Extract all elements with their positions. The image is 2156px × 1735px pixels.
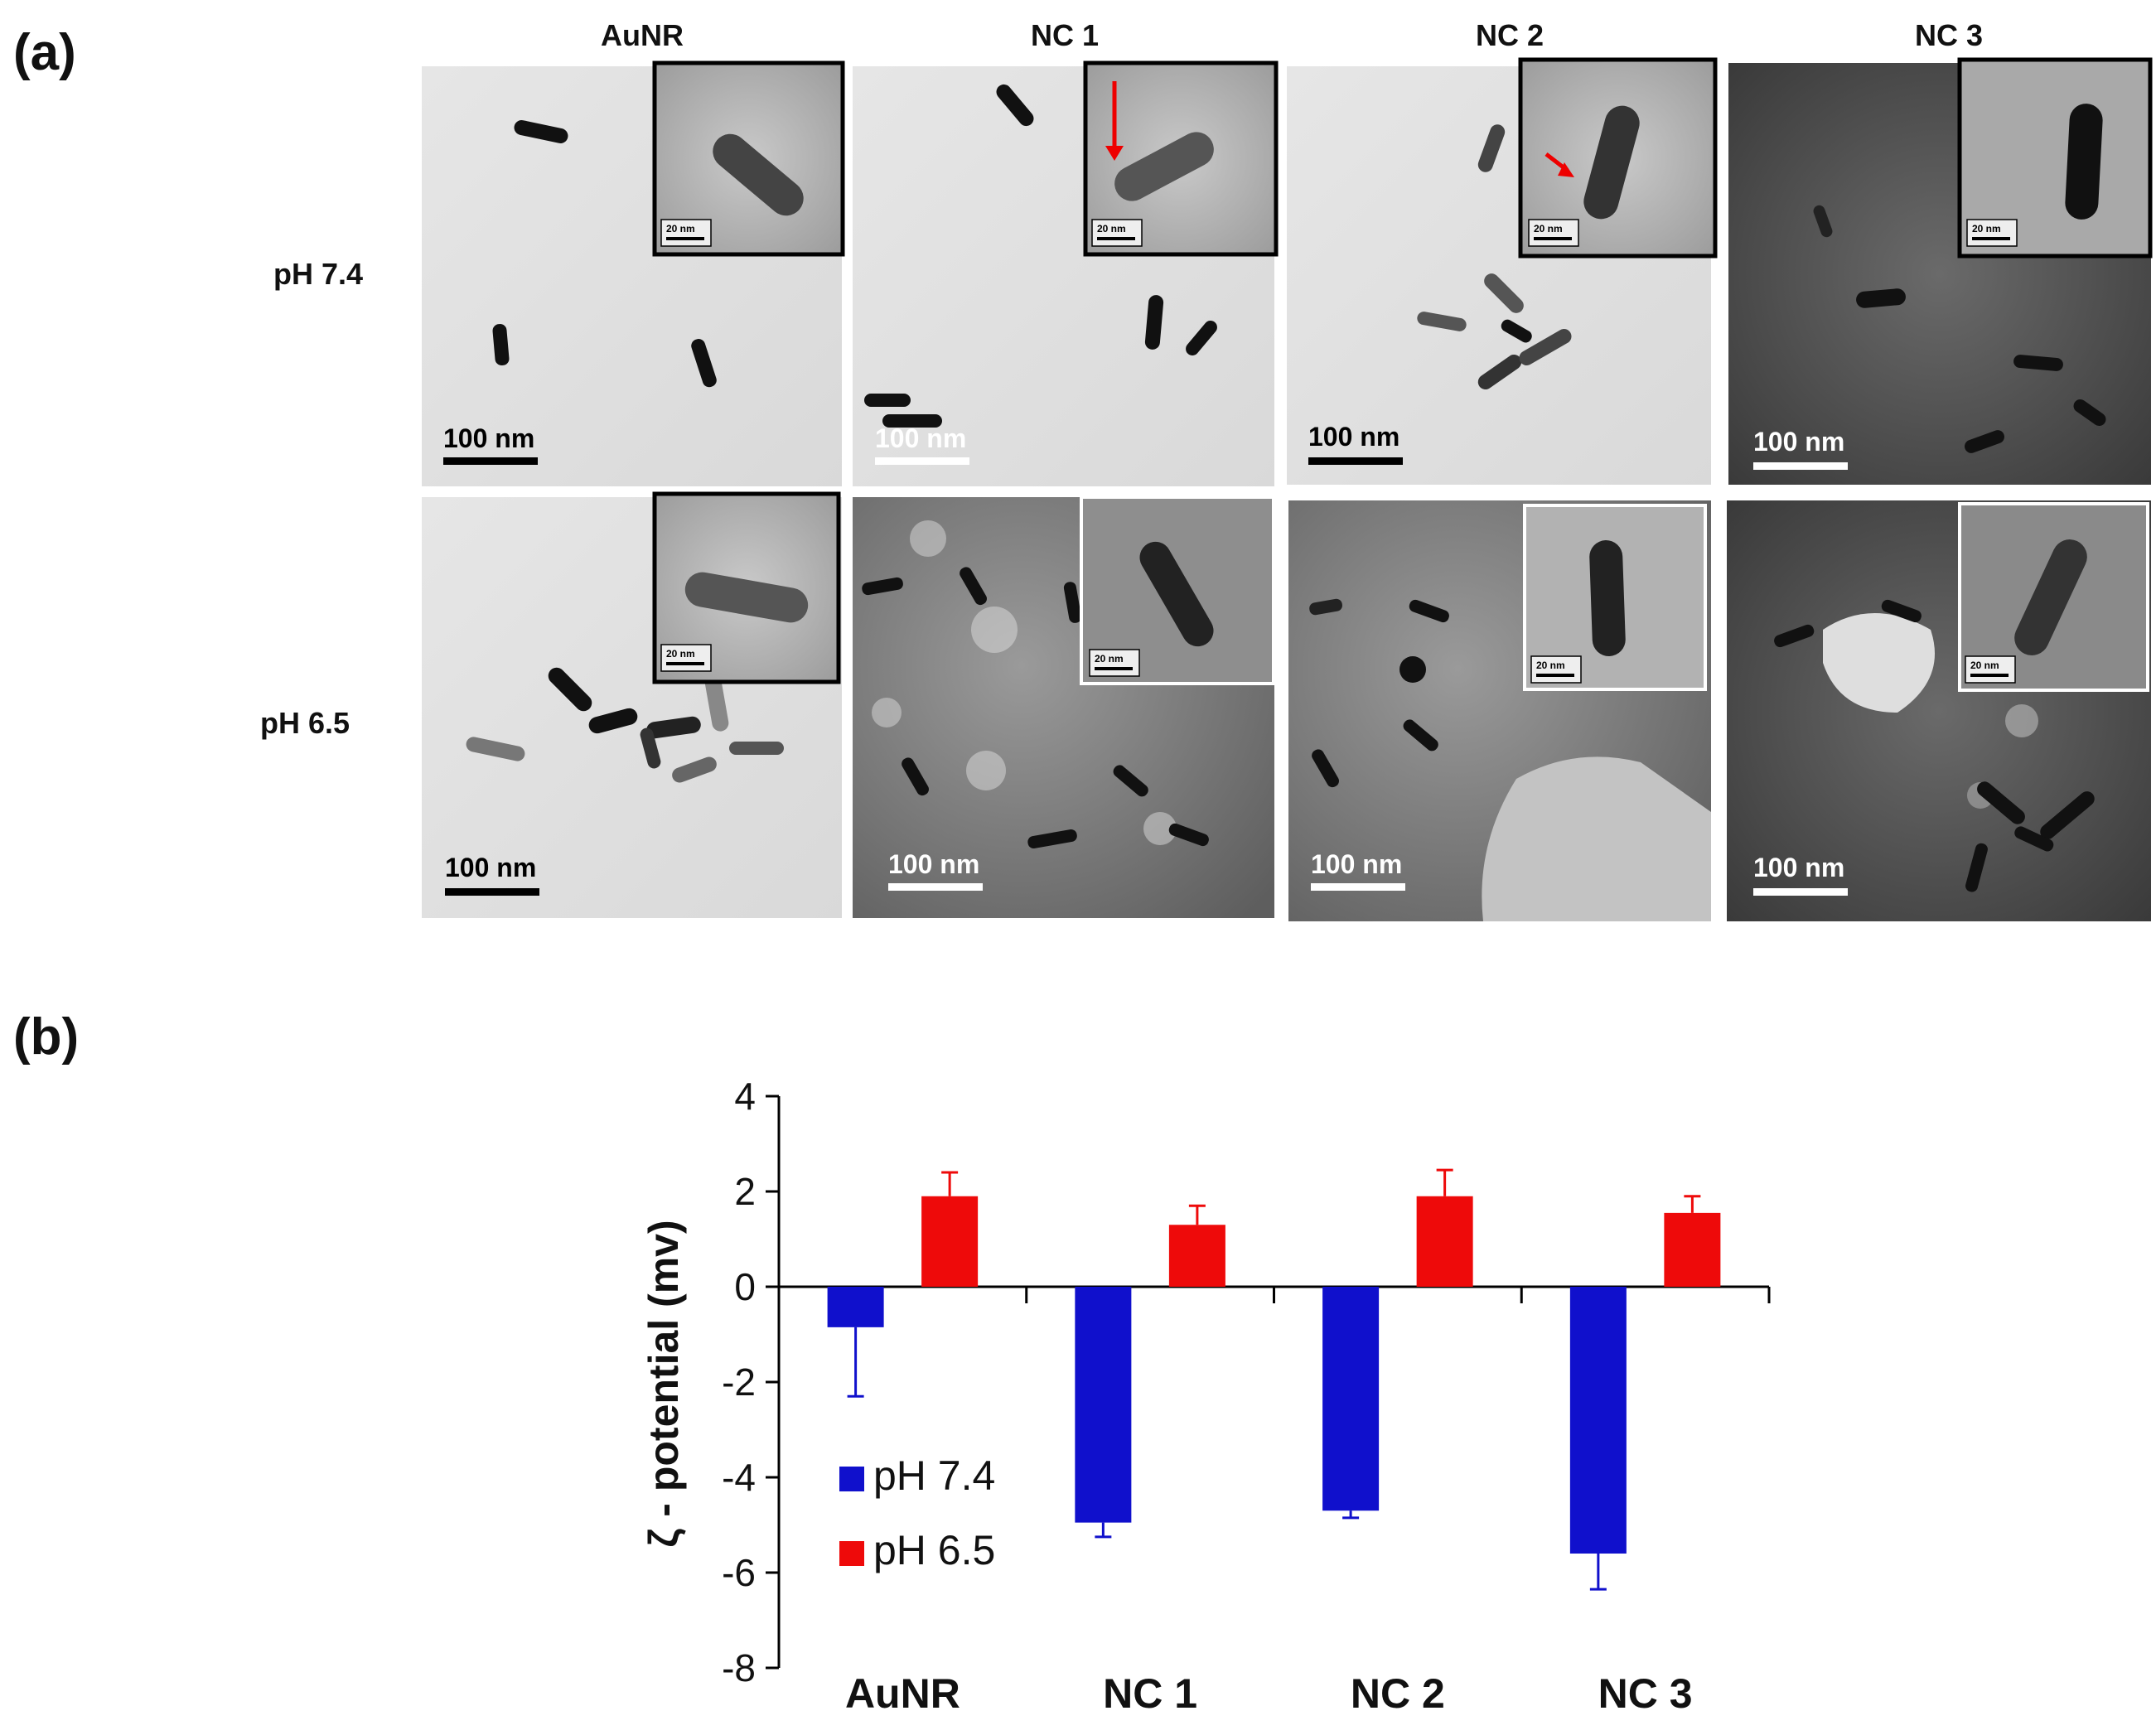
svg-text:100 nm: 100 nm [888, 849, 979, 879]
scale-bar-nc2-ph65: 100 nm [1311, 849, 1405, 891]
y-tick-label: -4 [722, 1456, 756, 1499]
scale-bar-nc3-ph74: 100 nm [1753, 427, 1848, 470]
svg-text:20 nm: 20 nm [1970, 660, 1999, 671]
svg-text:100 nm: 100 nm [1753, 853, 1844, 882]
bar-pH65-0 [921, 1196, 979, 1287]
svg-text:100 nm: 100 nm [445, 853, 536, 882]
bar-pH74-3 [1569, 1287, 1627, 1554]
svg-text:100 nm: 100 nm [1753, 427, 1844, 457]
legend-label: pH 7.4 [873, 1452, 995, 1499]
svg-text:20 nm: 20 nm [1972, 223, 2001, 234]
y-tick-label: 2 [734, 1170, 756, 1213]
legend-swatch [839, 1541, 864, 1566]
svg-text:20 nm: 20 nm [666, 223, 695, 234]
bar-pH74-1 [1075, 1287, 1132, 1523]
panel-a-label: (a) [13, 24, 76, 81]
svg-text:20 nm: 20 nm [1095, 653, 1124, 665]
svg-text:100 nm: 100 nm [875, 423, 966, 453]
panel-b-label: (b) [13, 1008, 80, 1066]
y-axis-label: ζ - potential (mv) [641, 1220, 687, 1547]
tem-nc1-ph65 [853, 495, 1275, 918]
column-label-nc1: NC 1 [1030, 18, 1100, 52]
y-tick-label: -2 [722, 1360, 756, 1404]
svg-text:20 nm: 20 nm [666, 648, 695, 660]
tem-nc2-ph65 [1288, 500, 1711, 921]
scale-bar-nc1-ph74: 100 nm [875, 423, 969, 465]
tem-aunr-ph74 [422, 60, 845, 486]
bar-pH65-3 [1664, 1212, 1721, 1287]
y-tick-label: 0 [734, 1265, 756, 1308]
inset-scale-bars: 20 nm 20 nm 20 nm 20 nm 20 nm 20 nm 20 n… [660, 219, 2018, 684]
column-label-nc3: NC 3 [1914, 18, 1984, 52]
scale-bar-aunr-ph74: 100 nm [443, 423, 538, 465]
bar-pH65-1 [1168, 1225, 1225, 1287]
svg-text:20 nm: 20 nm [1534, 223, 1563, 234]
bar-pH74-0 [827, 1287, 884, 1327]
scale-bar-nc3-ph65: 100 nm [1753, 853, 1848, 896]
scale-bar-nc2-ph74: 100 nm [1308, 422, 1403, 465]
column-label-aunr: AuNR [601, 18, 684, 52]
svg-text:100 nm: 100 nm [443, 423, 534, 453]
y-tick-label: -6 [722, 1551, 756, 1594]
scale-bar-aunr-ph65: 100 nm [445, 853, 539, 896]
x-category-label: AuNR [845, 1670, 960, 1717]
tem-nc1-ph74 [853, 60, 1279, 486]
svg-text:100 nm: 100 nm [1311, 849, 1402, 879]
svg-text:100 nm: 100 nm [1308, 422, 1399, 452]
tem-image-grid: 100 nm 100 nm 100 nm 100 nm 100 nm 100 n… [422, 57, 2153, 921]
y-tick-label: 4 [734, 1075, 756, 1118]
svg-text:20 nm: 20 nm [1536, 660, 1565, 671]
tem-nc3-ph65 [1727, 500, 2151, 921]
bar-pH74-2 [1322, 1287, 1380, 1511]
scale-bar-nc1-ph65: 100 nm [888, 849, 983, 891]
x-category-label: NC 1 [1103, 1670, 1197, 1717]
x-category-label: NC 2 [1351, 1670, 1445, 1717]
column-label-nc2: NC 2 [1475, 18, 1544, 52]
legend-label: pH 6.5 [873, 1527, 995, 1573]
svg-text:20 nm: 20 nm [1097, 223, 1126, 234]
x-category-label: NC 3 [1598, 1670, 1693, 1717]
tem-aunr-ph65 [422, 491, 842, 918]
y-tick-label: -8 [722, 1646, 756, 1689]
row-label-ph74: pH 7.4 [273, 257, 364, 291]
row-label-ph65: pH 6.5 [260, 706, 350, 740]
bar-pH65-2 [1416, 1196, 1473, 1287]
legend-swatch [839, 1467, 864, 1491]
